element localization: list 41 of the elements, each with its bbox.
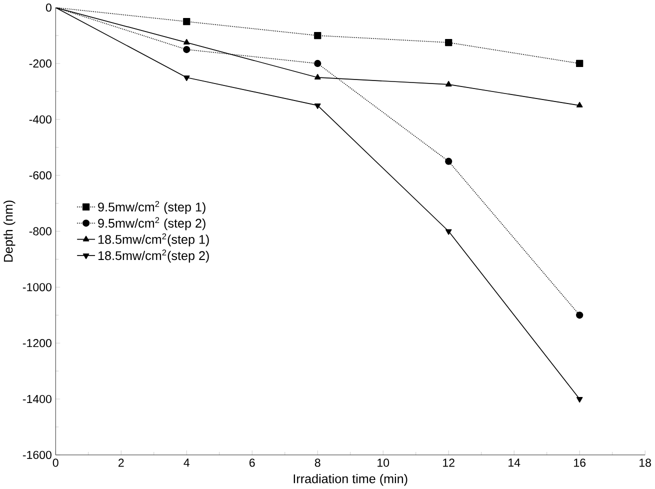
- legend-label: 9.5mw/cm$^{2}$ (step 1): [98, 200, 206, 214]
- legend-label: 9.5mw/cm$^{2}$ (step 2): [98, 217, 206, 230]
- point: [576, 311, 584, 319]
- y-tick-label: -800: [29, 227, 52, 236]
- point: [445, 158, 452, 165]
- y-tick-label: -400: [29, 115, 52, 124]
- point: [183, 75, 190, 81]
- x-tick-label: 0: [52, 458, 58, 467]
- y-tick-label: -1600: [22, 450, 52, 459]
- y-tick-label: -1400: [22, 394, 52, 403]
- x-tick-label: 4: [184, 458, 190, 466]
- x-tick-label: 8: [314, 458, 320, 467]
- point: [576, 396, 583, 402]
- point: [314, 74, 321, 80]
- point: [314, 103, 321, 109]
- y-axis-title: Depth (nm): [4, 200, 16, 262]
- point: [183, 46, 190, 53]
- y-tick-label: -1000: [22, 282, 52, 292]
- x-axis-title: Irradiation time (min): [294, 474, 408, 486]
- x-tick-label: 14: [508, 458, 520, 466]
- x-tick-label: 16: [574, 458, 586, 467]
- y-tick-label: -1200: [22, 338, 52, 348]
- point: [576, 60, 584, 67]
- point: [314, 32, 322, 39]
- point: [183, 18, 190, 26]
- y-tick-label: -600: [29, 171, 52, 180]
- point: [445, 229, 452, 235]
- x-tick-label: 12: [443, 458, 454, 467]
- x-tick-label: 2: [118, 458, 124, 467]
- x-tick-label: 18: [640, 458, 651, 467]
- x-tick-label: 10: [378, 458, 390, 467]
- point: [183, 38, 190, 44]
- y-tick-label: -200: [29, 59, 52, 68]
- point: [576, 102, 583, 108]
- legend-label: 18.5mw/cm$^{2}$(step 1): [98, 233, 209, 246]
- x-tick-label: 6: [250, 458, 255, 467]
- point: [445, 38, 452, 46]
- legend-label: 18.5mw/cm$^{2}$(step 2): [98, 249, 209, 262]
- point: [445, 80, 452, 86]
- y-tick-label: 0: [46, 3, 52, 12]
- point: [314, 60, 322, 67]
